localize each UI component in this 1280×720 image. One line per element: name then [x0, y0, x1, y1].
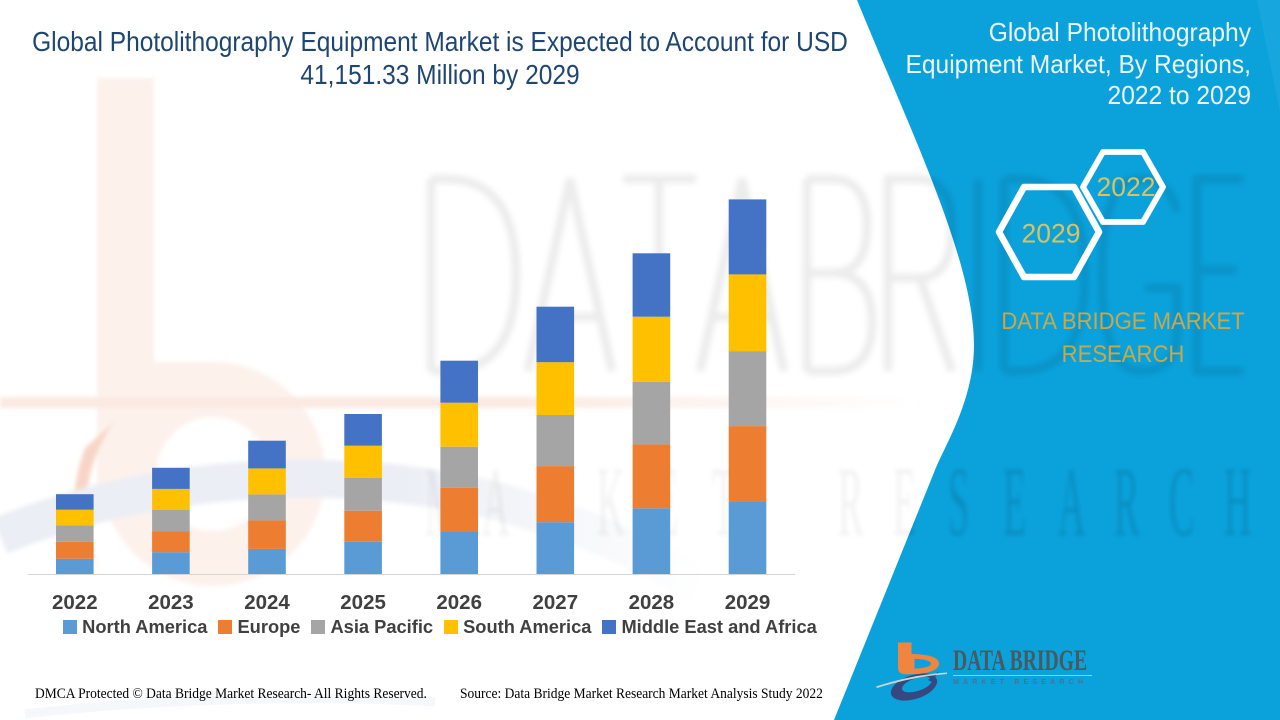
svg-text:2029: 2029	[1022, 219, 1081, 249]
svg-text:2022: 2022	[1097, 172, 1156, 202]
